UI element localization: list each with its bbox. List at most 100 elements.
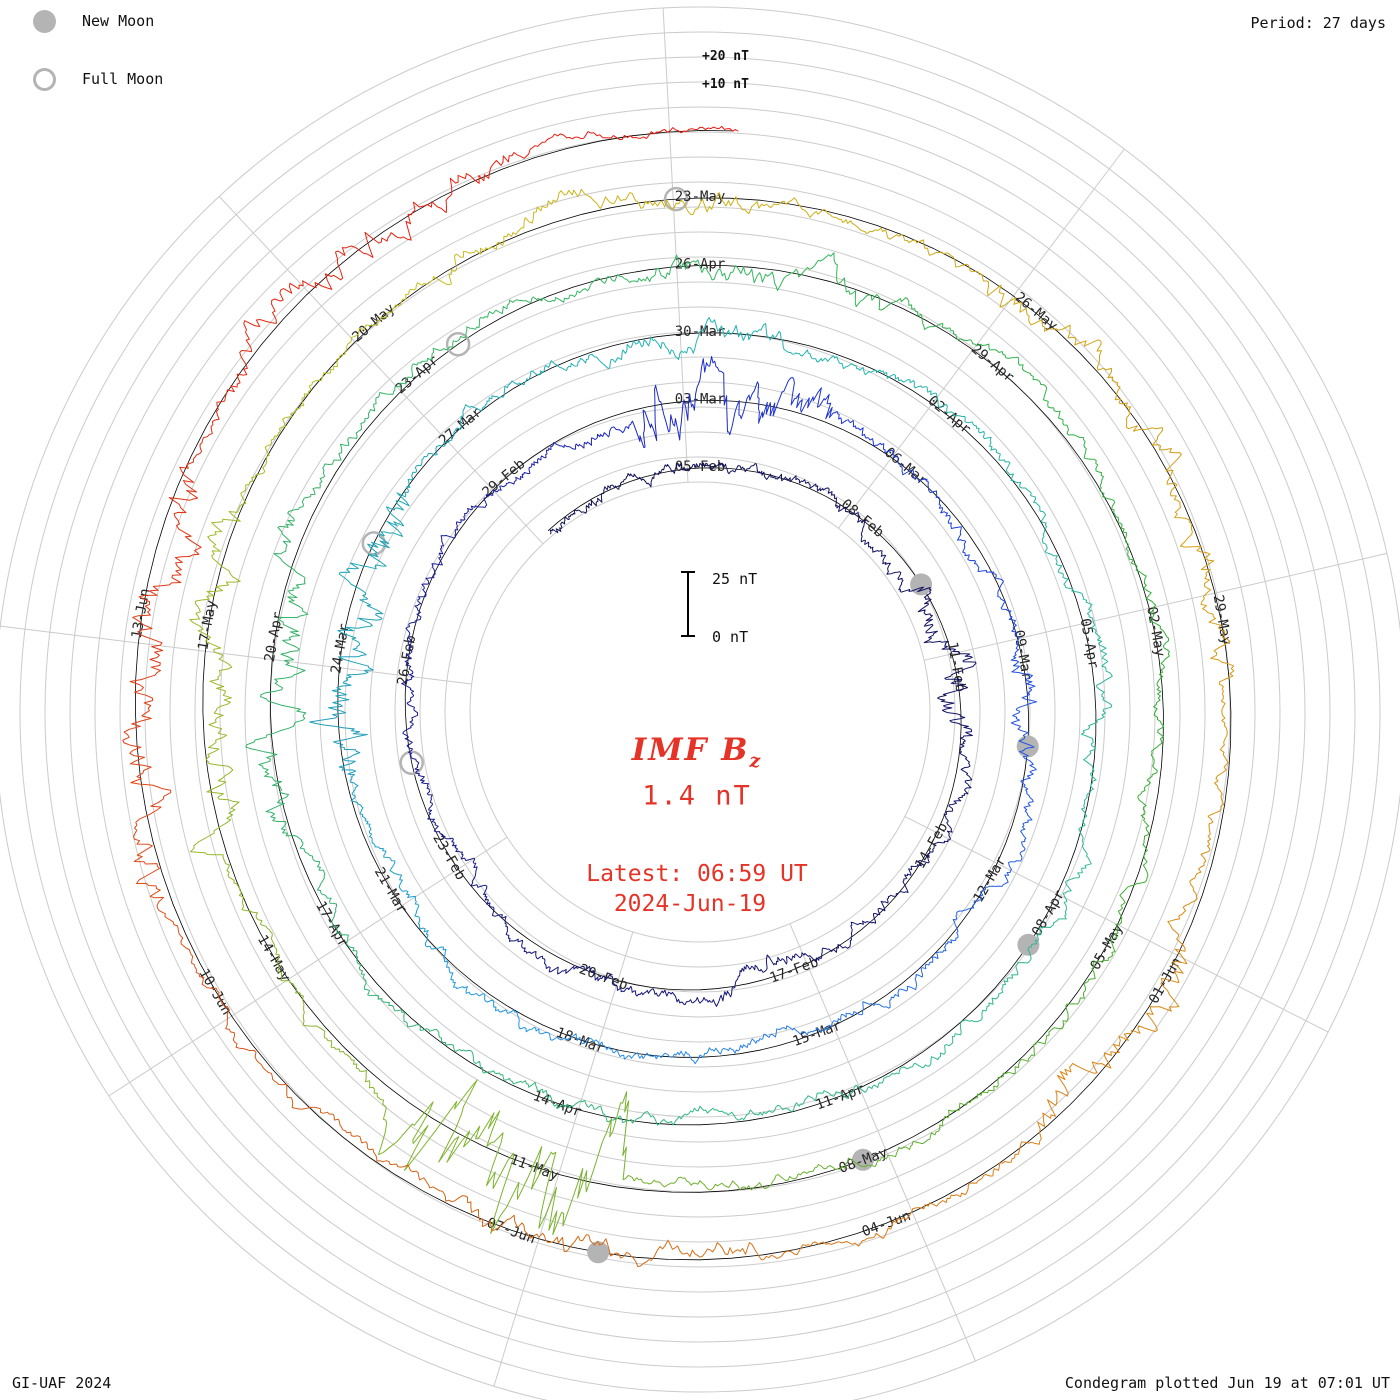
bz-trace-segment xyxy=(425,545,444,579)
new-moon-marker xyxy=(1017,933,1040,956)
current-value: 1.4 nT xyxy=(642,780,752,812)
bz-trace-segment xyxy=(433,821,458,850)
grid-circle xyxy=(19,31,1381,1393)
bz-trace-segment xyxy=(245,744,284,794)
bz-trace-segment xyxy=(132,611,164,678)
bz-trace-segment xyxy=(708,970,741,1007)
bz-trace-segment xyxy=(699,462,729,473)
bz-trace-segment xyxy=(664,1239,731,1258)
new-moon-marker xyxy=(910,573,933,596)
grid-circles xyxy=(0,6,1400,1400)
bz-trace-segment xyxy=(644,464,673,488)
bz-trace-segment xyxy=(535,360,579,376)
date-label: 20-May xyxy=(349,301,398,346)
date-label: 26-Apr xyxy=(675,257,726,273)
bz-trace-segment xyxy=(1077,956,1112,1005)
bz-trace-segment xyxy=(777,1090,825,1112)
date-label: 12-Mar xyxy=(971,854,1010,906)
date-label: 04-Jun xyxy=(860,1208,913,1240)
bz-trace-segment xyxy=(341,312,388,356)
bz-trace-segment xyxy=(1059,1042,1121,1080)
bz-trace-segment xyxy=(845,1001,890,1016)
bz-trace-segment xyxy=(1214,744,1229,810)
bz-trace-segment xyxy=(333,727,368,771)
moon-markers xyxy=(361,186,1040,1264)
bz-trace-segment xyxy=(205,742,234,801)
grid-circle xyxy=(469,481,931,943)
credit-right: Condegram plotted Jun 19 at 07:01 UT xyxy=(1064,1374,1390,1392)
date-label: 03-Mar xyxy=(675,392,726,408)
bz-trace-segment xyxy=(1071,831,1092,880)
grid-radial-line xyxy=(0,625,472,685)
bz-trace-segment xyxy=(1218,681,1228,746)
grid-circle xyxy=(119,131,1281,1293)
bz-trace-segment xyxy=(876,369,922,389)
bz-trace-segment xyxy=(363,980,405,1017)
bz-trace-segment xyxy=(944,910,961,952)
bz-trace-segment xyxy=(1137,790,1150,849)
bz-trace-segment xyxy=(691,356,728,422)
new-moon-marker xyxy=(1016,735,1039,758)
bz-trace-segment xyxy=(335,231,391,281)
bz-trace-segment xyxy=(1198,808,1222,870)
bz-trace-segment xyxy=(301,354,343,402)
bz-trace-segment xyxy=(671,462,701,474)
date-label: 14-May xyxy=(254,932,293,984)
scale-bar-bottom-cap xyxy=(681,635,695,637)
plus10-label: +10 nT xyxy=(702,77,749,92)
grid-circle xyxy=(194,206,1206,1218)
bz-trace-segment xyxy=(609,974,641,997)
bz-trace-segment xyxy=(834,356,877,376)
bz-trace-segment xyxy=(541,188,606,209)
bz-trace-segment xyxy=(1016,481,1047,522)
bz-trace-segment xyxy=(730,1174,789,1191)
date-label: 27-Mar xyxy=(436,404,485,449)
bz-trace-segment xyxy=(756,469,786,482)
bz-trace-segment xyxy=(264,400,305,452)
bz-trace-segment xyxy=(734,1033,773,1054)
bz-trace-segment xyxy=(168,490,202,557)
bz-trace-segment xyxy=(925,830,951,859)
bz-trace-segment xyxy=(874,1062,923,1088)
bz-trace-segment xyxy=(319,441,350,489)
bz-trace-segment xyxy=(813,483,837,507)
date-label: 08-Apr xyxy=(1029,887,1068,939)
legend-full-moon-label: Full Moon xyxy=(82,70,164,88)
bz-trace-segment xyxy=(981,343,1032,376)
baseline-spiral xyxy=(134,130,1232,1261)
bz-trace-segment xyxy=(549,514,572,535)
bz-trace-segment xyxy=(787,1164,846,1181)
bz-trace-segment xyxy=(255,912,280,969)
date-label: 17-Apr xyxy=(312,899,351,951)
bz-trace-segment xyxy=(417,1172,473,1213)
bz-trace-segment xyxy=(566,276,617,300)
bz-trace-segment xyxy=(401,649,415,686)
bz-trace-segment xyxy=(835,921,858,953)
grid-radial-line xyxy=(108,836,508,1097)
bz-trace-segment xyxy=(338,562,379,612)
bz-trace-segment xyxy=(739,954,770,973)
bz-trace-segment xyxy=(654,1050,696,1065)
bz-trace-segment xyxy=(834,263,881,308)
bz-trace-segment xyxy=(1010,622,1020,662)
bz-trace-segment xyxy=(1035,1074,1069,1145)
bz-trace-segment xyxy=(841,419,874,447)
bz-trace-segment xyxy=(673,1176,732,1191)
bz-trace-segment xyxy=(796,1240,863,1256)
bz-trace-segment xyxy=(550,441,590,450)
bz-trace-segment xyxy=(871,548,891,573)
bz-trace-segment xyxy=(995,962,1029,1000)
date-label: 11-Apr xyxy=(814,1081,867,1113)
full-moon-marker xyxy=(445,331,471,357)
bz-trace-segment xyxy=(465,299,511,334)
bz-trace-segment xyxy=(575,1036,615,1054)
bz-trace-segment xyxy=(488,1070,538,1089)
bz-trace-segment xyxy=(730,196,795,215)
new-moon-marker xyxy=(587,1241,610,1264)
bz-trace-segment xyxy=(996,1043,1037,1088)
bz-trace-segment xyxy=(416,915,444,950)
grid-radial-line xyxy=(493,931,634,1387)
bz-trace-segment xyxy=(793,197,853,225)
bz-trace-segment xyxy=(189,619,233,685)
